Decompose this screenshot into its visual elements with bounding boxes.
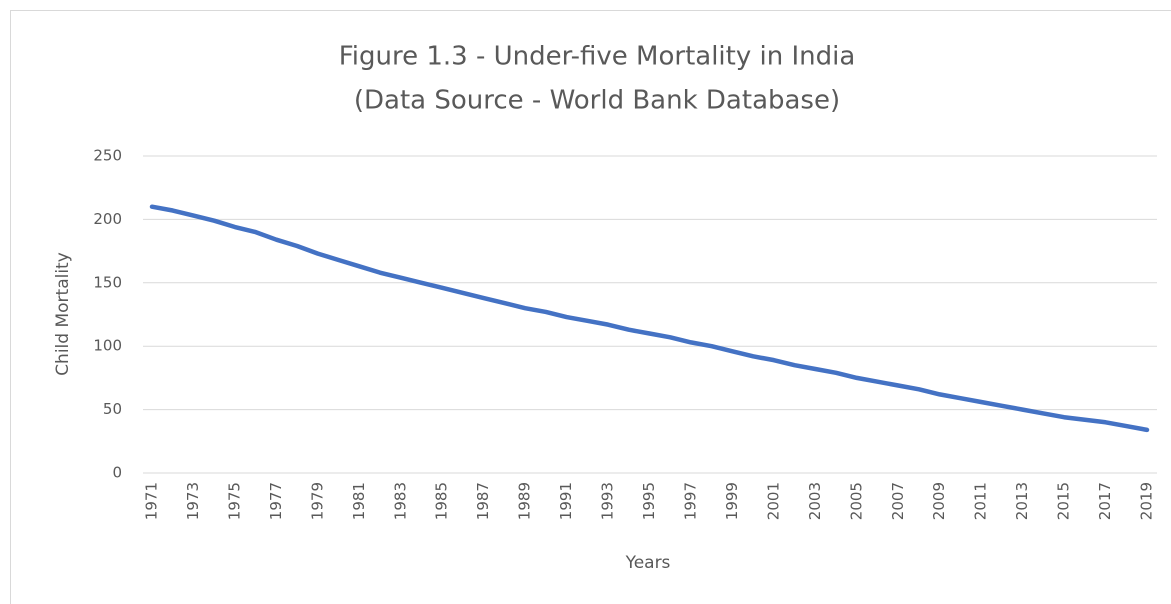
y-tick-label: 200 — [93, 210, 122, 228]
chart-subtitle: (Data Source - World Bank Database) — [354, 86, 840, 116]
x-tick-label: 1989 — [516, 482, 534, 520]
chart-title: Figure 1.3 - Under-five Mortality in Ind… — [339, 42, 856, 72]
x-tick-label: 1999 — [723, 482, 741, 520]
x-tick-label: 1993 — [599, 482, 617, 520]
x-tick-label: 1973 — [184, 482, 202, 520]
y-axis-label: Child Mortality — [53, 252, 73, 376]
x-tick-label: 1971 — [143, 482, 161, 520]
series-line — [149, 204, 1150, 433]
x-tick-label: 1985 — [433, 482, 451, 520]
x-tick-label: 1981 — [350, 482, 368, 520]
x-tick-label: 2017 — [1096, 482, 1114, 520]
x-tick-label: 1991 — [557, 482, 575, 520]
x-tick-label: 1983 — [391, 482, 409, 520]
x-tick-label: 1995 — [640, 482, 658, 520]
x-tick-label: 2013 — [1013, 482, 1031, 520]
y-tick-label: 100 — [93, 337, 122, 355]
x-tick-label: 2011 — [972, 482, 990, 520]
x-tick-label: 2005 — [847, 482, 865, 520]
x-tick-label: 1975 — [225, 482, 243, 520]
y-tick-label: 250 — [93, 147, 122, 165]
x-tick-label: 2007 — [889, 482, 907, 520]
x-tick-label: 2015 — [1055, 482, 1073, 520]
y-tick-label: 0 — [112, 464, 122, 482]
x-tick-label: 1979 — [308, 482, 326, 520]
chart-frame — [10, 10, 1171, 604]
x-axis-label: Years — [625, 553, 671, 573]
x-tick-label: 2019 — [1138, 482, 1156, 520]
x-tick-label: 2003 — [806, 482, 824, 520]
x-tick-label: 2001 — [764, 482, 782, 520]
x-tick-label: 2009 — [930, 482, 948, 520]
x-tick-label: 1987 — [474, 482, 492, 520]
x-tick-label: 1997 — [681, 482, 699, 520]
x-tick-label: 1977 — [267, 482, 285, 520]
y-tick-label: 150 — [93, 273, 122, 291]
y-tick-label: 50 — [103, 400, 122, 418]
